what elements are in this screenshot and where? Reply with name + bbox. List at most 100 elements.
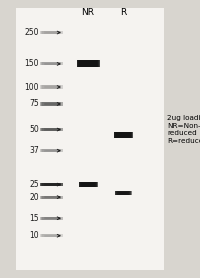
Bar: [46, 218, 56, 219]
Bar: [41, 196, 61, 198]
Bar: [118, 134, 128, 136]
Bar: [45, 196, 57, 198]
Text: 15: 15: [29, 214, 39, 223]
Bar: [46, 32, 56, 33]
Bar: [42, 85, 60, 88]
Bar: [45, 217, 57, 219]
Bar: [42, 128, 60, 131]
Bar: [80, 61, 96, 67]
Bar: [119, 193, 127, 194]
Text: 75: 75: [29, 100, 39, 108]
Bar: [44, 128, 58, 131]
Bar: [44, 63, 58, 65]
Bar: [40, 217, 62, 220]
Bar: [82, 63, 94, 65]
Bar: [115, 132, 131, 138]
Bar: [45, 63, 57, 65]
Bar: [46, 184, 56, 185]
Bar: [117, 192, 129, 195]
Bar: [45, 129, 57, 130]
Bar: [44, 183, 58, 186]
Text: 250: 250: [24, 28, 39, 37]
Bar: [45, 184, 57, 185]
Bar: [84, 184, 92, 185]
Text: 150: 150: [24, 59, 39, 68]
Bar: [114, 132, 132, 138]
Bar: [79, 60, 97, 67]
Bar: [41, 234, 61, 237]
Bar: [40, 31, 62, 34]
Bar: [118, 133, 128, 136]
Bar: [115, 191, 131, 195]
Bar: [42, 183, 60, 186]
Bar: [77, 60, 99, 67]
Bar: [79, 61, 97, 67]
Bar: [42, 196, 60, 198]
Bar: [117, 133, 129, 137]
Text: 25: 25: [29, 180, 39, 189]
Bar: [42, 62, 60, 65]
Bar: [79, 182, 97, 187]
Bar: [78, 60, 98, 67]
Bar: [46, 150, 56, 151]
Bar: [79, 182, 97, 187]
Text: NR: NR: [82, 8, 95, 17]
Bar: [16, 8, 164, 270]
Bar: [40, 102, 62, 105]
Bar: [115, 132, 131, 138]
Bar: [116, 191, 130, 195]
Bar: [84, 184, 92, 185]
Bar: [83, 63, 93, 65]
Bar: [83, 183, 93, 186]
Bar: [120, 193, 126, 194]
Bar: [41, 217, 61, 220]
Bar: [41, 128, 61, 131]
Bar: [114, 132, 132, 138]
Bar: [82, 183, 94, 186]
Bar: [82, 62, 94, 66]
Bar: [81, 182, 95, 187]
Bar: [45, 32, 57, 33]
Bar: [78, 182, 98, 187]
Bar: [118, 192, 128, 195]
Bar: [41, 102, 61, 105]
Bar: [81, 61, 95, 66]
Bar: [85, 184, 91, 185]
Bar: [119, 192, 127, 194]
Bar: [44, 150, 58, 152]
Bar: [118, 192, 128, 194]
Bar: [40, 149, 62, 152]
Text: R: R: [120, 8, 126, 17]
Bar: [119, 134, 127, 135]
Bar: [40, 62, 62, 65]
Bar: [45, 150, 57, 152]
Bar: [81, 183, 95, 187]
Bar: [40, 183, 62, 186]
Bar: [46, 129, 56, 130]
Bar: [42, 102, 60, 105]
Bar: [114, 191, 132, 195]
Bar: [44, 217, 58, 219]
Text: 37: 37: [29, 146, 39, 155]
Bar: [40, 196, 62, 198]
Bar: [46, 235, 56, 236]
Bar: [40, 128, 62, 131]
Bar: [115, 191, 131, 195]
Text: 50: 50: [29, 125, 39, 134]
Bar: [80, 182, 96, 187]
Bar: [45, 103, 57, 105]
Bar: [116, 132, 130, 138]
Bar: [40, 85, 62, 88]
Bar: [116, 132, 130, 137]
Bar: [83, 183, 93, 186]
Bar: [44, 235, 58, 237]
Bar: [117, 133, 129, 136]
Bar: [114, 132, 132, 138]
Bar: [42, 234, 60, 237]
Bar: [117, 192, 129, 195]
Bar: [82, 183, 94, 186]
Bar: [44, 31, 58, 34]
Bar: [119, 134, 127, 136]
Text: 20: 20: [29, 193, 39, 202]
Bar: [81, 62, 95, 66]
